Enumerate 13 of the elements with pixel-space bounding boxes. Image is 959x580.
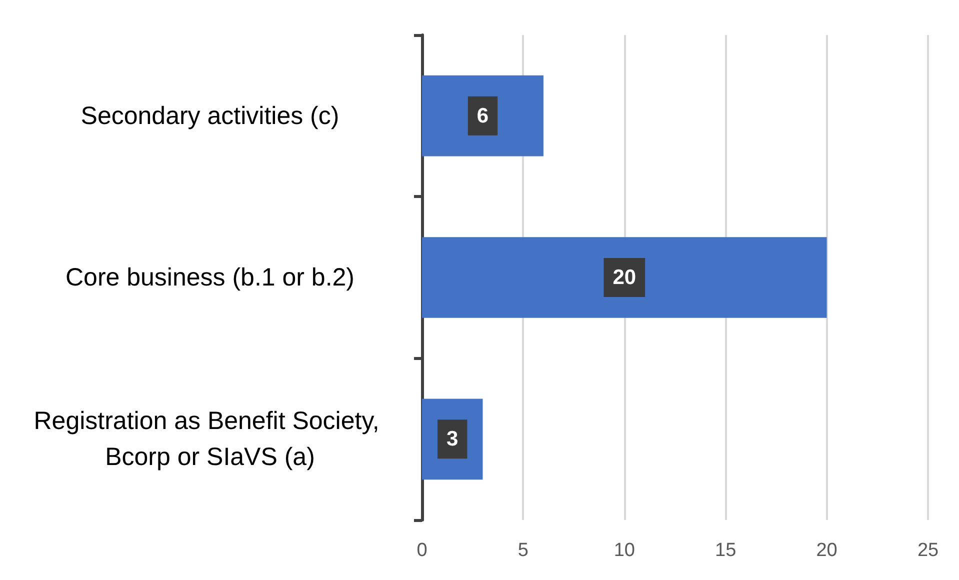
x-tick-label: 15	[715, 540, 736, 561]
y-tick-label: Registration as Benefit Society, Bcorp or SIaVS (a)	[34, 407, 386, 472]
x-tick-label: 25	[917, 540, 939, 561]
data-label: 3	[446, 428, 458, 451]
data-label: 6	[476, 104, 489, 128]
x-tick-label: 5	[518, 540, 528, 561]
data-label: 20	[612, 266, 636, 289]
y-tick-label: Core business (b.1 or b.2)	[65, 264, 355, 292]
x-tick-label: 20	[816, 540, 838, 561]
bar	[422, 237, 827, 318]
x-tick-label: 10	[614, 540, 635, 561]
x-tick-label: 0	[416, 540, 428, 561]
y-tick-label: Secondary activities (c)	[80, 102, 340, 130]
